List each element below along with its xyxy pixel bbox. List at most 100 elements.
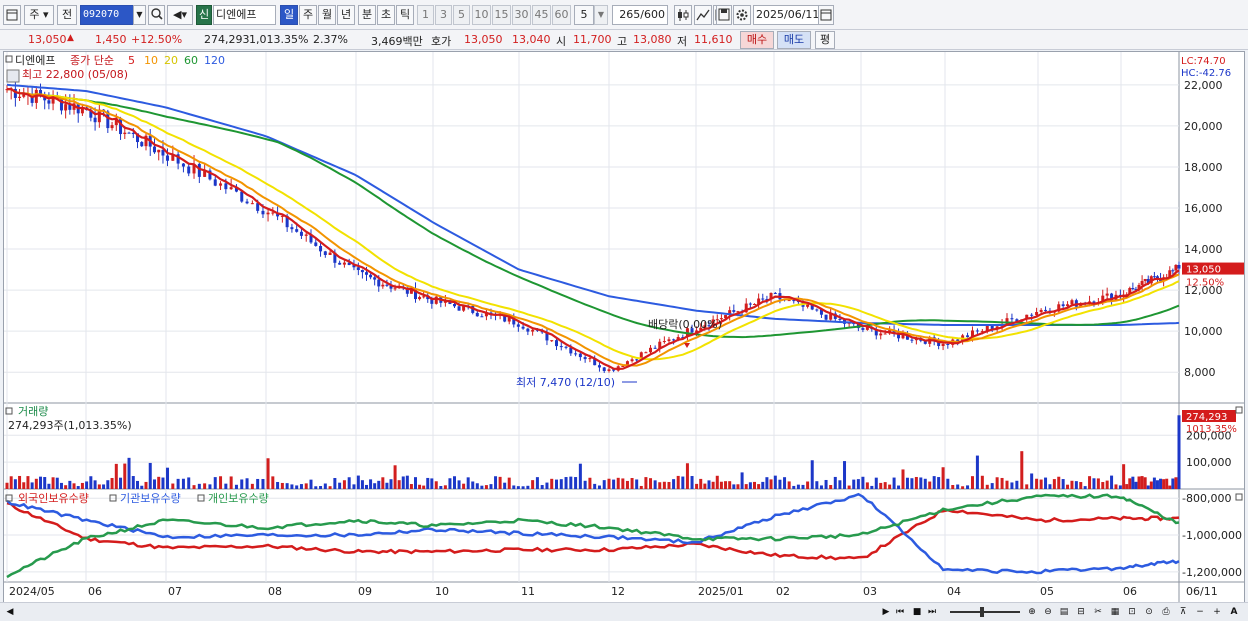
volume-bar <box>457 480 461 489</box>
zoom-slider-track[interactable] <box>950 611 1020 613</box>
gear-icon[interactable] <box>733 5 751 25</box>
calendar-icon[interactable] <box>818 5 834 25</box>
code-dropdown-icon[interactable]: ▼ <box>133 5 146 25</box>
volume-bar <box>607 478 611 489</box>
drawing-tool-icon[interactable] <box>694 5 712 25</box>
volume-bar <box>68 480 72 489</box>
candle-body <box>161 149 165 156</box>
last-page-icon[interactable]: ⏭ <box>927 607 937 617</box>
lock-icon[interactable]: ⊡ <box>1128 607 1136 617</box>
ruler-icon[interactable]: ⊟ <box>1077 607 1085 617</box>
horizontal-scrollbar[interactable]: ◀ ▶ ⏮ ■ ⏭ ⊕ ⊖ ▤ ⊟ ✂ ▦ ⊡ ⊙ ⎙ ⊼ − + A <box>0 602 1248 621</box>
scissors-icon[interactable]: ✂ <box>1094 607 1102 617</box>
panel-menu-icon[interactable] <box>5 55 13 63</box>
candle-body <box>748 303 752 305</box>
candle-body <box>352 265 356 268</box>
period-tab-year[interactable]: 년 <box>337 5 355 25</box>
panel-close-icon[interactable] <box>1235 406 1243 414</box>
magnifier-icon[interactable]: ⊙ <box>1145 607 1153 617</box>
collapse-icon[interactable]: ⊼ <box>1179 607 1187 617</box>
ma-5-label: 5 <box>128 54 135 67</box>
sound-icon[interactable]: ◀▾ <box>167 5 193 25</box>
candle-body <box>319 245 323 252</box>
volume-bar <box>89 476 93 489</box>
period-tab-tick[interactable]: 틱 <box>396 5 414 25</box>
table-icon[interactable]: ▦ <box>1110 607 1120 617</box>
candle-body <box>234 187 238 192</box>
minus-icon[interactable]: − <box>1196 607 1204 617</box>
first-page-icon[interactable]: ⏮ <box>895 607 905 617</box>
zoom-out-icon[interactable]: ⊖ <box>1044 607 1052 617</box>
save-icon[interactable] <box>716 5 732 25</box>
period-main-label: 주 <box>29 8 40 21</box>
grid-toggle-icon[interactable] <box>6 69 20 83</box>
holdings-tick-label: -1,200,000 <box>1182 566 1242 579</box>
candle-body <box>256 203 260 211</box>
candle-body <box>13 88 17 98</box>
volume-bar <box>630 478 634 489</box>
interval-1[interactable]: 1 <box>417 5 434 25</box>
interval-45[interactable]: 45 <box>532 5 551 25</box>
scroll-left-icon[interactable]: ◀ <box>6 607 14 617</box>
volume-bar <box>285 483 289 489</box>
volume-bar <box>1061 479 1065 489</box>
candle-body <box>271 212 275 214</box>
period-tab-day[interactable]: 일 <box>280 5 298 25</box>
interval-label: 1 <box>422 8 429 21</box>
candle-type-icon[interactable] <box>674 5 692 25</box>
period-tab-week[interactable]: 주 <box>299 5 317 25</box>
period-tab-second[interactable]: 초 <box>377 5 395 25</box>
candle-body <box>250 203 254 205</box>
candle-body <box>106 111 110 129</box>
volume-bar <box>26 476 30 489</box>
stop-icon[interactable]: ■ <box>912 607 922 617</box>
print-icon[interactable]: ⎙ <box>1162 607 1170 617</box>
panel-menu-icon[interactable] <box>5 494 13 502</box>
sell-button[interactable]: 매도 <box>777 31 811 49</box>
interval-value: 5 <box>580 8 588 21</box>
plus-icon[interactable]: + <box>1213 607 1221 617</box>
bar-count-field[interactable]: 265/600 <box>612 5 668 25</box>
interval-value-input[interactable]: 5 <box>574 5 594 25</box>
search-icon[interactable] <box>148 5 165 25</box>
panel-close-icon[interactable] <box>1235 493 1243 501</box>
candle-body <box>897 333 901 339</box>
x-tick-label: 06 <box>88 585 102 598</box>
volume-bar <box>732 484 736 489</box>
interval-30[interactable]: 30 <box>512 5 531 25</box>
interval-15[interactable]: 15 <box>492 5 511 25</box>
x-tick-label: 11 <box>521 585 535 598</box>
period-main-select[interactable]: 주 ▾ <box>24 5 54 25</box>
volume-bar <box>401 476 405 489</box>
eval-button[interactable]: 평 <box>815 31 835 49</box>
prev-button[interactable]: 전 <box>57 5 77 25</box>
candle-body <box>761 298 765 300</box>
candle-body <box>707 325 711 327</box>
interval-3[interactable]: 3 <box>435 5 452 25</box>
period-tab-month[interactable]: 월 <box>318 5 336 25</box>
zoom-in-icon[interactable]: ⊕ <box>1028 607 1036 617</box>
candle-body <box>280 215 284 217</box>
auto-scale-icon[interactable]: A <box>1230 607 1238 617</box>
period-tab-minute[interactable]: 분 <box>358 5 376 25</box>
candle-body <box>985 325 989 332</box>
candle-body <box>593 358 597 366</box>
stock-code-input[interactable]: 092070 <box>80 5 134 25</box>
panel-menu-icon[interactable] <box>5 407 13 415</box>
scroll-right-icon[interactable]: ▶ <box>882 607 890 617</box>
volume-bar <box>736 484 740 489</box>
candle-body <box>1137 284 1141 291</box>
candle-body <box>285 215 289 228</box>
stock-name-field[interactable]: 디엔에프 <box>213 5 276 25</box>
zoom-slider-handle[interactable] <box>980 607 984 617</box>
chart-layout-icon[interactable]: ▤ <box>1059 607 1069 617</box>
interval-5[interactable]: 5 <box>453 5 470 25</box>
interval-60[interactable]: 60 <box>552 5 571 25</box>
interval-dropdown-icon[interactable]: ▼ <box>594 5 608 25</box>
layout-icon[interactable] <box>3 5 21 25</box>
buy-button[interactable]: 매수 <box>740 31 774 49</box>
chart-area[interactable]: 22,000 20,000 18,000 16,000 14,000 12,000 10,0… <box>3 51 1245 604</box>
chart-svg[interactable]: 22,000 20,000 18,000 16,000 14,000 12,000 10,0… <box>4 52 1244 603</box>
interval-10[interactable]: 10 <box>472 5 491 25</box>
date-field[interactable]: 2025/06/11 <box>753 5 833 25</box>
